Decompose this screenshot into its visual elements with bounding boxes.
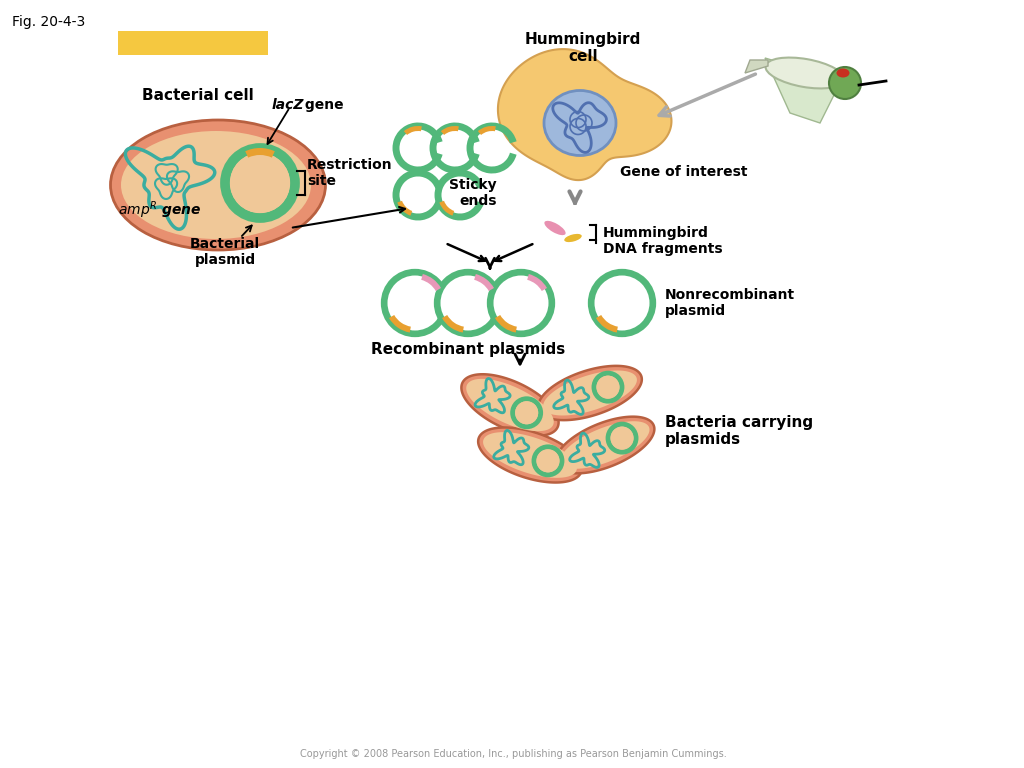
Circle shape: [829, 67, 861, 99]
Polygon shape: [745, 60, 768, 73]
Text: Hummingbird
cell: Hummingbird cell: [525, 32, 641, 65]
Ellipse shape: [111, 120, 326, 250]
Wedge shape: [421, 274, 441, 291]
Polygon shape: [543, 370, 637, 415]
Circle shape: [610, 426, 634, 449]
Wedge shape: [596, 315, 617, 333]
Polygon shape: [539, 366, 642, 420]
Wedge shape: [403, 126, 422, 135]
Ellipse shape: [837, 68, 850, 78]
Text: Bacterial cell: Bacterial cell: [142, 88, 254, 103]
Ellipse shape: [121, 131, 311, 239]
Text: Recombinant plasmids: Recombinant plasmids: [371, 342, 565, 357]
Wedge shape: [495, 315, 517, 333]
Wedge shape: [527, 274, 547, 291]
Text: Sticky
ends: Sticky ends: [450, 178, 497, 208]
Wedge shape: [245, 148, 274, 157]
Text: Restriction
site: Restriction site: [307, 158, 392, 188]
Circle shape: [537, 449, 559, 472]
Polygon shape: [765, 58, 835, 123]
Circle shape: [596, 376, 620, 399]
Wedge shape: [397, 200, 413, 216]
Ellipse shape: [564, 234, 582, 242]
Polygon shape: [478, 428, 582, 482]
Text: gene: gene: [300, 98, 344, 112]
Text: TECHNIQUE: TECHNIQUE: [143, 35, 243, 51]
Text: Fig. 20-4-3: Fig. 20-4-3: [12, 15, 85, 29]
Text: Bacterial
plasmid: Bacterial plasmid: [189, 237, 260, 267]
Polygon shape: [556, 417, 654, 473]
Wedge shape: [442, 315, 464, 333]
Ellipse shape: [545, 221, 565, 235]
Text: Gene of interest: Gene of interest: [620, 165, 748, 179]
Circle shape: [230, 153, 290, 213]
Circle shape: [515, 401, 539, 424]
Ellipse shape: [766, 58, 845, 88]
Text: Copyright © 2008 Pearson Education, Inc., publishing as Pearson Benjamin Cumming: Copyright © 2008 Pearson Education, Inc.…: [300, 749, 727, 759]
Wedge shape: [439, 200, 455, 216]
Wedge shape: [478, 126, 496, 135]
Polygon shape: [498, 49, 672, 180]
Bar: [118, 31, 268, 55]
Text: Hummingbird
DNA fragments: Hummingbird DNA fragments: [603, 226, 723, 257]
Polygon shape: [483, 432, 577, 478]
Circle shape: [440, 276, 496, 330]
Ellipse shape: [544, 91, 616, 155]
Text: Bacteria carrying
plasmids: Bacteria carrying plasmids: [665, 415, 813, 448]
Polygon shape: [462, 374, 559, 435]
Wedge shape: [474, 274, 494, 291]
Circle shape: [387, 276, 442, 330]
Polygon shape: [466, 379, 554, 431]
Text: lacZ: lacZ: [272, 98, 304, 112]
Circle shape: [494, 276, 549, 330]
Circle shape: [595, 276, 649, 330]
Polygon shape: [560, 421, 649, 468]
Text: $amp^R$ gene: $amp^R$ gene: [118, 199, 202, 221]
Wedge shape: [441, 126, 459, 135]
Wedge shape: [389, 315, 411, 333]
Text: Nonrecombinant
plasmid: Nonrecombinant plasmid: [665, 288, 795, 318]
